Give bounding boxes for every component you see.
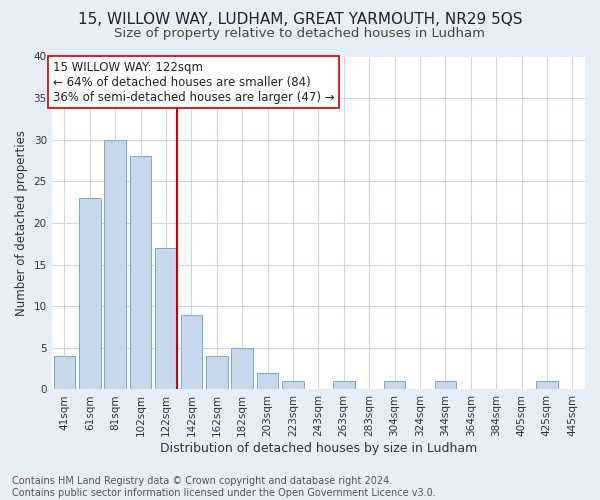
Bar	[155, 248, 177, 390]
Bar	[333, 381, 355, 390]
Bar	[434, 381, 456, 390]
Text: 15 WILLOW WAY: 122sqm
← 64% of detached houses are smaller (84)
36% of semi-deta: 15 WILLOW WAY: 122sqm ← 64% of detached …	[53, 60, 335, 104]
Bar	[206, 356, 227, 390]
Bar	[384, 381, 406, 390]
Bar	[130, 156, 151, 390]
Bar	[282, 381, 304, 390]
X-axis label: Distribution of detached houses by size in Ludham: Distribution of detached houses by size …	[160, 442, 477, 455]
Bar	[536, 381, 557, 390]
Text: Size of property relative to detached houses in Ludham: Size of property relative to detached ho…	[115, 28, 485, 40]
Bar	[232, 348, 253, 390]
Bar	[53, 356, 75, 390]
Text: Contains HM Land Registry data © Crown copyright and database right 2024.
Contai: Contains HM Land Registry data © Crown c…	[12, 476, 436, 498]
Bar	[79, 198, 101, 390]
Bar	[104, 140, 126, 390]
Bar	[257, 373, 278, 390]
Text: 15, WILLOW WAY, LUDHAM, GREAT YARMOUTH, NR29 5QS: 15, WILLOW WAY, LUDHAM, GREAT YARMOUTH, …	[78, 12, 522, 28]
Bar	[181, 314, 202, 390]
Y-axis label: Number of detached properties: Number of detached properties	[15, 130, 28, 316]
